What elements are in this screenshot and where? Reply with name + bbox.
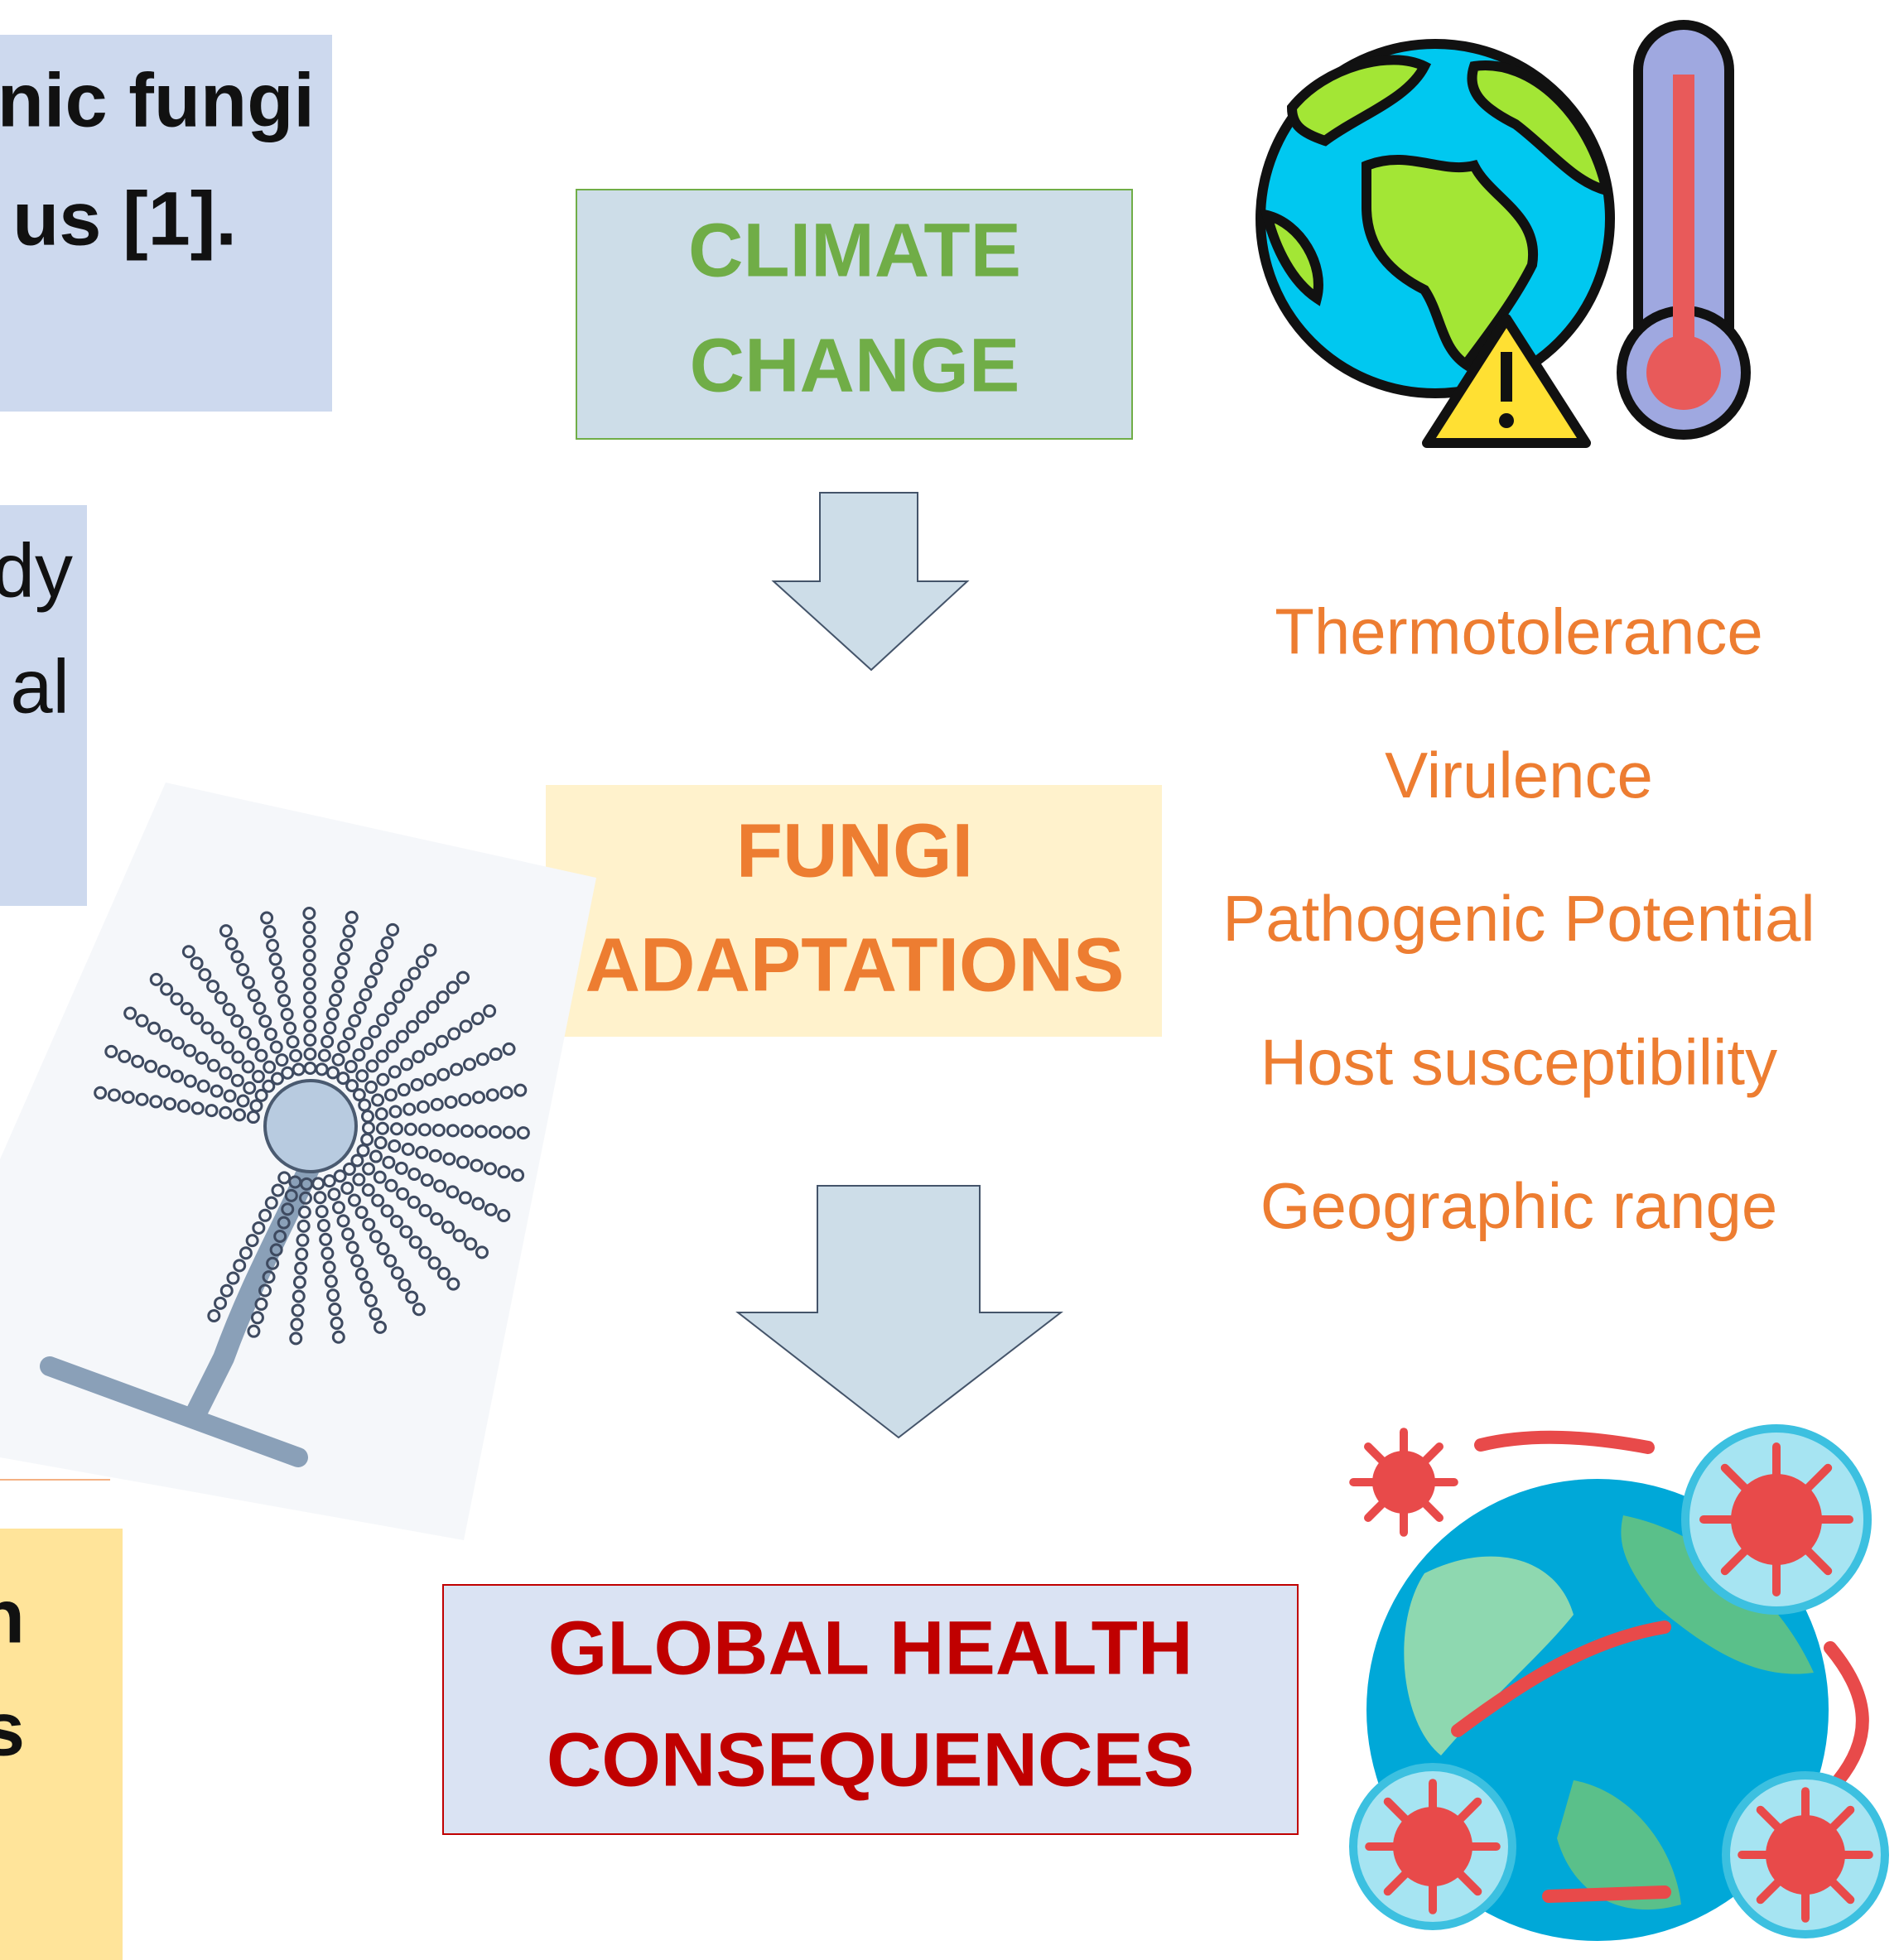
box-label: ADAPTATIONS <box>586 922 1125 1007</box>
factor: Host susceptibility <box>1260 1026 1777 1099</box>
panel-text: us [1]. <box>12 176 237 261</box>
box-label: FUNGI <box>736 808 973 893</box>
arrow <box>774 493 967 670</box>
factor-list: Thermotolerance Virulence Pathogenic Poten… <box>1222 595 1815 1242</box>
virus-core <box>1393 1807 1472 1886</box>
box-label: CONSEQUENCES <box>547 1717 1194 1802</box>
arrow <box>738 1186 1061 1437</box>
box-label: CLIMATE <box>688 208 1021 292</box>
panel-text: n <box>0 1574 25 1659</box>
panel-text: dy <box>0 528 73 613</box>
panel-text: nic fungi <box>0 58 315 142</box>
virus-core <box>1372 1451 1435 1514</box>
factor: Geographic range <box>1260 1169 1777 1242</box>
virus-core <box>1731 1474 1822 1565</box>
panel-text: al <box>10 644 70 729</box>
factor: Thermotolerance <box>1275 595 1763 668</box>
health-icon <box>1353 1428 1885 1941</box>
panel-text: s <box>0 1687 25 1771</box>
factor: Pathogenic Potential <box>1222 882 1815 955</box>
diagram: nic fungi us [1]. dy al n s CLIMATE CHAN… <box>0 0 1899 1960</box>
box-label: GLOBAL HEALTH <box>548 1606 1193 1690</box>
factor: Virulence <box>1385 739 1653 811</box>
page: nic fungi us [1]. dy al n s CLIMATE CHAN… <box>0 0 1899 1960</box>
virus-core <box>1766 1815 1845 1895</box>
climate-icon <box>1260 25 1746 443</box>
box-label: CHANGE <box>690 323 1020 407</box>
fungus-illustration <box>0 783 596 1540</box>
